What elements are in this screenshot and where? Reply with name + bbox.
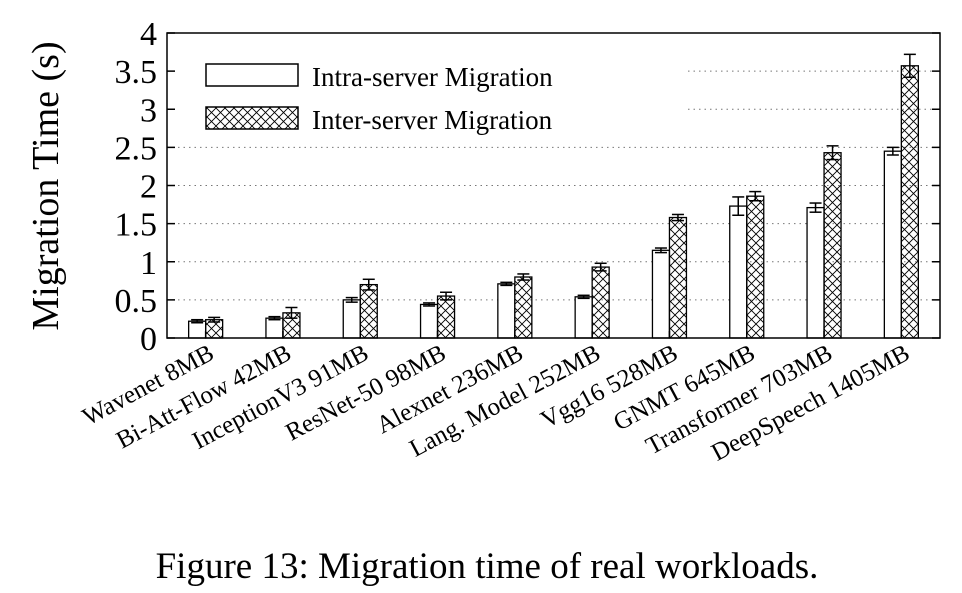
legend-swatch-intra	[205, 63, 299, 87]
y-axis-label: Migration Time (s)	[25, 41, 67, 330]
bar-inter	[359, 283, 378, 339]
legend-swatch-inter	[205, 106, 299, 130]
bar-inter	[823, 152, 842, 339]
y-tick-label: 2	[140, 169, 157, 206]
bar-inter	[900, 65, 919, 339]
bar-intra	[574, 296, 593, 339]
y-tick-label: 3.5	[115, 54, 158, 91]
bar-intra	[187, 320, 207, 339]
y-tick-label: 1	[140, 245, 157, 282]
y-tick-label: 4	[140, 16, 157, 53]
y-tick-label: 0.5	[115, 283, 158, 320]
bar-intra	[651, 249, 671, 339]
bar-inter	[436, 295, 456, 339]
figure-caption: Figure 13: Migration time of real worklo…	[156, 546, 819, 587]
y-tick-label: 2.5	[115, 130, 158, 167]
bar-intra	[265, 317, 284, 339]
bar-intra	[806, 206, 825, 339]
bar-inter	[746, 195, 765, 339]
bar-intra	[342, 299, 361, 339]
bar-intra	[497, 283, 516, 339]
bar-intra	[729, 205, 748, 339]
y-tick-label: 0	[140, 321, 157, 358]
bar-intra	[419, 303, 439, 339]
legend-label-intra: Intra-server Migration	[312, 62, 553, 92]
y-tick-label: 1.5	[115, 207, 158, 244]
bar-intra	[883, 150, 902, 339]
bar-inter	[591, 266, 610, 339]
bar-inter	[514, 276, 533, 339]
legend-label-inter: Inter-server Migration	[312, 105, 553, 135]
bar-inter	[668, 216, 688, 339]
y-tick-label: 3	[140, 92, 157, 129]
